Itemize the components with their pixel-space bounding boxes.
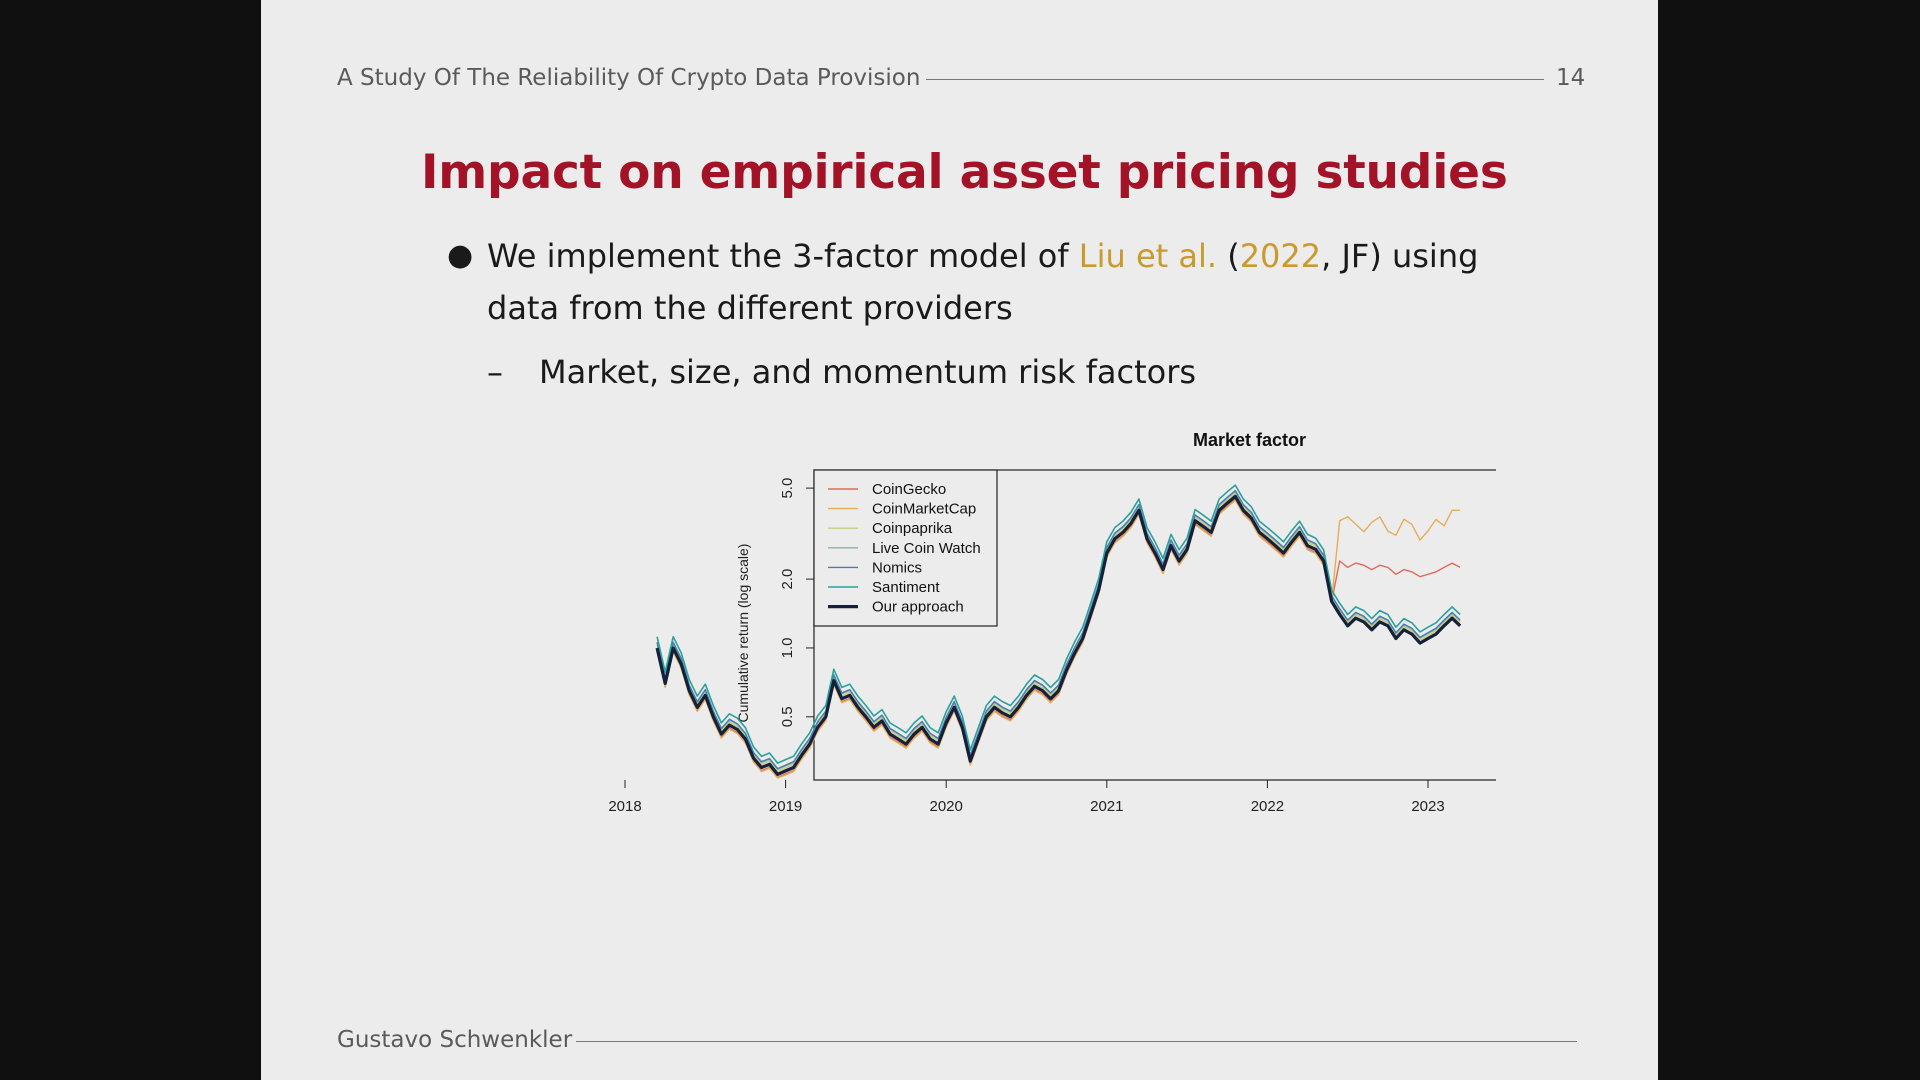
y-axis-label: Cumulative return (log scale): [735, 544, 751, 723]
series-line-santiment: [656, 484, 1461, 764]
legend-entry: Santiment: [872, 579, 940, 596]
x-tick-label: 2023: [1411, 798, 1444, 815]
bullet-item: ● We implement the 3-factor model of Liu…: [447, 230, 1487, 334]
chart-title: Market factor: [1193, 430, 1306, 450]
presentation-title: A Study Of The Reliability Of Crypto Dat…: [337, 65, 921, 91]
sub-bullet-text: Market, size, and momentum risk factors: [539, 353, 1197, 391]
x-tick-label: 2021: [1090, 798, 1123, 815]
page-number: 14: [1556, 65, 1586, 91]
series-line-live-coin-watch: [656, 490, 1461, 771]
slide: A Study Of The Reliability Of Crypto Dat…: [261, 0, 1658, 1080]
legend-entry: Live Coin Watch: [872, 540, 981, 557]
series-line-coingecko: [656, 498, 1461, 779]
legend-entry: CoinMarketCap: [872, 501, 976, 518]
legend-entry: CoinGecko: [872, 481, 946, 498]
citation-authors-link[interactable]: Liu et al.: [1078, 237, 1218, 275]
series-line-coinpaprika: [656, 492, 1461, 773]
slide-footer: Gustavo Schwenkler: [337, 1024, 1577, 1056]
series-line-coinmarketcap: [656, 499, 1461, 779]
legend-box: [813, 469, 998, 627]
bullet-text-paren: (: [1217, 237, 1240, 275]
y-tick-label: 2.0: [779, 569, 796, 590]
sub-bullet-dash-icon: –: [487, 353, 503, 391]
footer-rule: [576, 1040, 1577, 1042]
series-line-nomics: [656, 489, 1461, 770]
legend-entry: Nomics: [872, 559, 922, 576]
author-name: Gustavo Schwenkler: [337, 1027, 573, 1053]
citation-year-link[interactable]: 2022: [1239, 237, 1322, 275]
bullet-list: ● We implement the 3-factor model of Liu…: [447, 230, 1487, 398]
x-tick-label: 2022: [1251, 798, 1284, 815]
bullet-text: We implement the 3-factor model of: [487, 237, 1079, 275]
x-tick-label: 2020: [930, 798, 963, 815]
header-rule: [926, 78, 1544, 80]
slide-header: A Study Of The Reliability Of Crypto Dat…: [337, 62, 1586, 94]
bullet-text-rest: , JF) using data from the different prov…: [487, 237, 1479, 327]
legend-entry: Our approach: [872, 599, 964, 616]
y-tick-label: 5.0: [779, 478, 796, 499]
slide-title: Impact on empirical asset pricing studie…: [421, 145, 1508, 200]
bullet-dot-icon: ●: [447, 238, 474, 273]
sub-bullet-item: – Market, size, and momentum risk factor…: [447, 346, 1487, 398]
y-tick-label: 0.5: [779, 706, 796, 727]
x-tick-label: 2019: [769, 798, 802, 815]
market-factor-chart: Market factor Cumulative return (log scal…: [608, 430, 1496, 815]
series-line-our-approach: [655, 494, 1462, 776]
legend-entry: Coinpaprika: [872, 520, 953, 537]
x-tick-label: 2018: [608, 798, 641, 815]
y-tick-label: 1.0: [779, 638, 796, 659]
